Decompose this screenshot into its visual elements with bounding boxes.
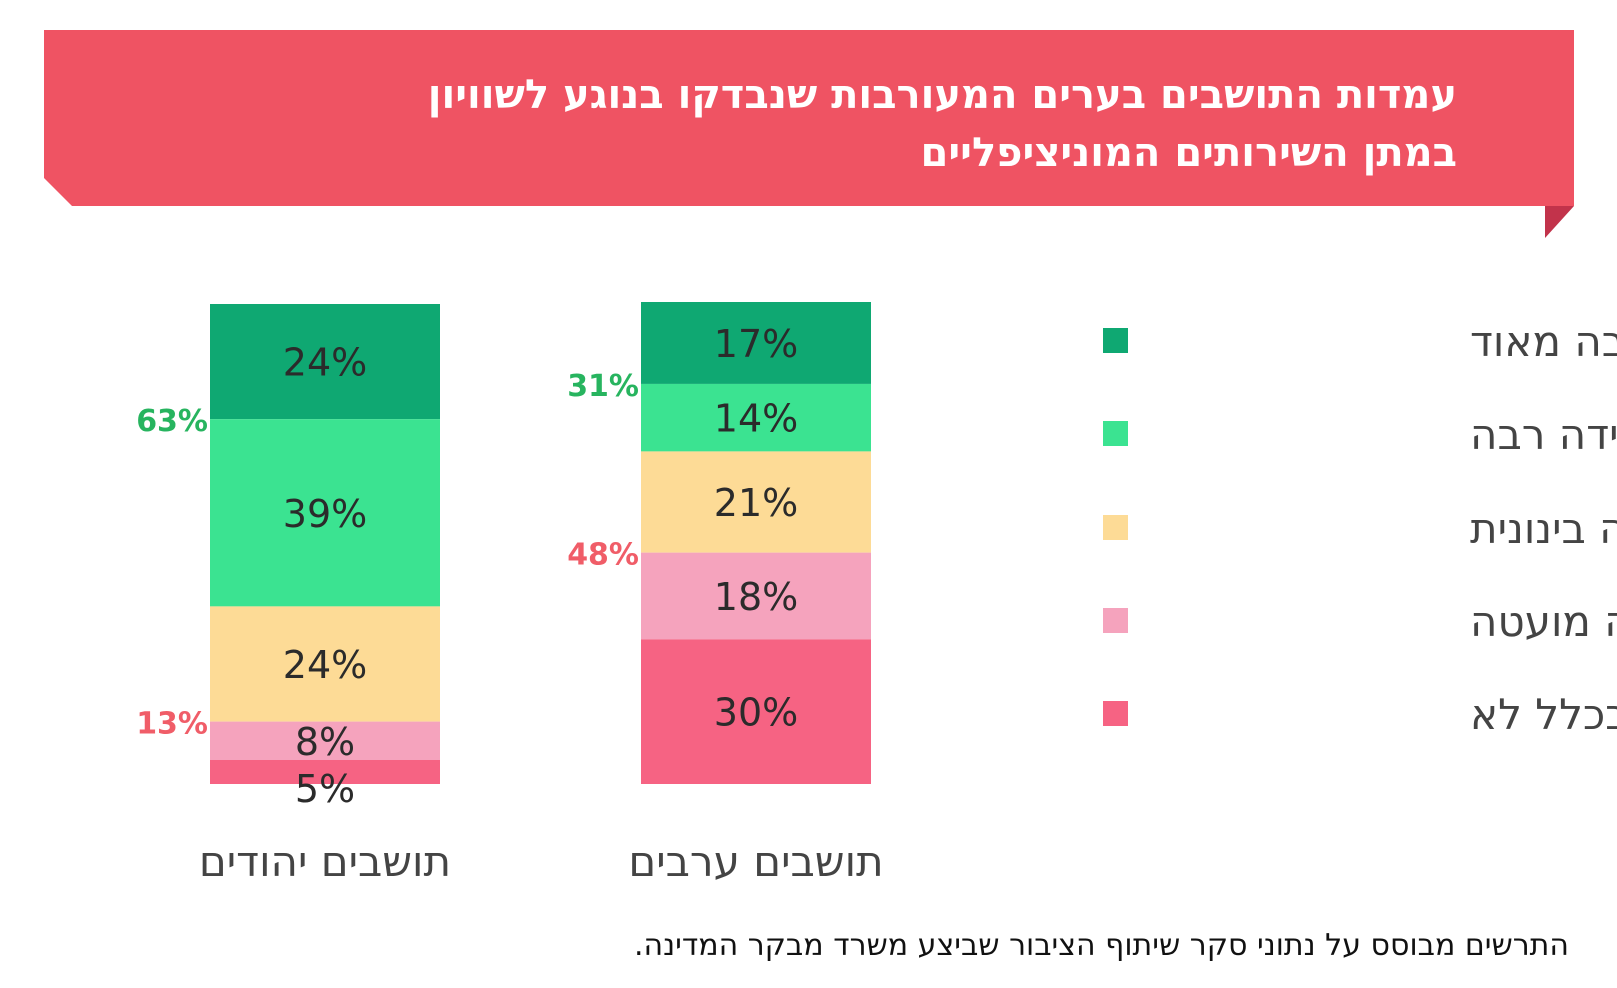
data-label: 5% <box>295 767 355 811</box>
positive-total-label: 31% <box>567 369 639 404</box>
legend-swatch <box>1103 608 1128 633</box>
category-label: תושבים יהודים <box>199 837 451 886</box>
data-label: 18% <box>714 575 798 619</box>
legend-swatch <box>1103 701 1128 726</box>
legend-label: במידה רבה מאוד <box>1470 317 1617 366</box>
data-label: 39% <box>283 492 367 536</box>
negative-total-label: 13% <box>136 707 208 742</box>
positive-total-label: 63% <box>136 404 208 439</box>
legend-label: במידה מועטה <box>1470 597 1617 646</box>
bar-segment <box>641 451 871 553</box>
data-label: 8% <box>295 720 355 764</box>
bar-segment <box>210 721 440 760</box>
category-label: תושבים ערבים <box>628 837 883 886</box>
data-label: 21% <box>714 481 798 525</box>
legend-swatch <box>1103 515 1128 540</box>
bars-layer: 24% 39% 24% 8%5% 63% 13% תושבים יהודים 17% 14% 21… <box>136 302 884 886</box>
legend: במידה רבה מאוד במידה רבה במידה בינונית במיד… <box>1103 317 1617 739</box>
data-label: 30% <box>714 691 798 735</box>
bar-segment <box>210 419 440 607</box>
data-label: 24% <box>283 643 367 687</box>
data-label: 24% <box>283 341 367 385</box>
data-label: 14% <box>714 397 798 441</box>
chart-title-line-1: עמדות התושבים בערים המעורבות שנבדקו בנוג… <box>427 72 1457 118</box>
banner-fold <box>1545 206 1574 238</box>
legend-swatch <box>1103 421 1128 446</box>
bar-segment <box>641 639 871 784</box>
bar-segment <box>641 302 871 384</box>
banner-background <box>44 30 1574 206</box>
data-label: 17% <box>714 322 798 366</box>
bar-segment <box>210 304 440 420</box>
legend-label: במידה רבה <box>1470 410 1617 459</box>
bar-segment <box>210 606 440 722</box>
legend-swatch <box>1103 328 1128 353</box>
legend-label: במידה בינונית <box>1470 504 1617 553</box>
bar-segment <box>641 552 871 640</box>
bar-segment <box>641 383 871 452</box>
footnote: התרשים מבוסס על נתוני סקר שיתוף הציבור ש… <box>633 928 1569 963</box>
legend-label: בכלל לא <box>1470 690 1617 739</box>
negative-total-label: 48% <box>567 538 639 573</box>
chart-title-line-2: במתן השירותים המוניציפליים <box>920 130 1457 176</box>
title-banner <box>44 30 1574 238</box>
bar-segment <box>210 760 440 784</box>
